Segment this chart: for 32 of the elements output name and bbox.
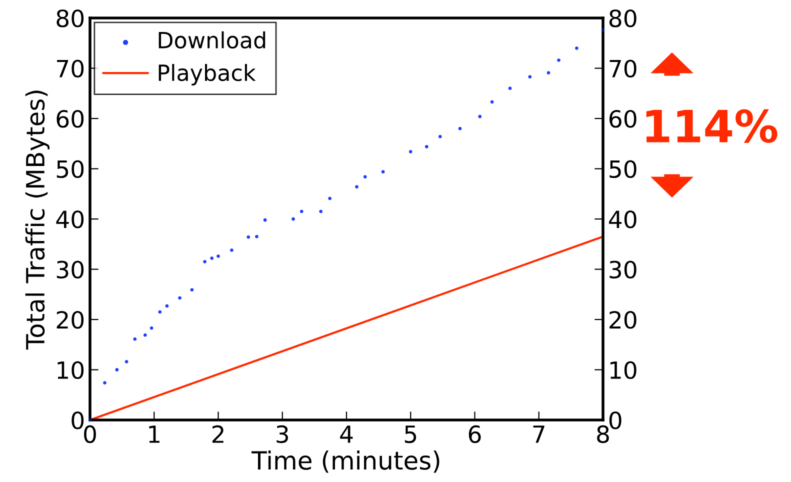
y2-tick-label: 0 (609, 411, 622, 430)
y-tick-label: 40 (56, 210, 84, 228)
y2-tick-label: 10 (610, 361, 636, 380)
y2-tick-label: 60 (610, 110, 636, 128)
y-tick-label: 20 (56, 310, 84, 329)
y-tick-label: 60 (56, 110, 84, 128)
y-tick-label: 0 (72, 411, 84, 430)
y-tick-label: 80 (56, 9, 84, 28)
x-tick-label: 2 (212, 425, 224, 443)
y2-tick-label: 30 (610, 260, 636, 279)
x-tick-label: 7 (533, 426, 544, 443)
y2-tick-label: 70 (610, 60, 636, 78)
x-axis-title: Time (minutes) (252, 450, 440, 473)
y2-tick-label: 80 (609, 9, 636, 28)
y-tick-label: 70 (57, 60, 84, 78)
x-tick-label: 6 (468, 425, 481, 444)
y-tick-label: 10 (58, 361, 84, 380)
x-tick-label: 1 (149, 426, 160, 443)
x-tick-label: 3 (276, 425, 288, 444)
x-tick-label: 8 (597, 425, 609, 444)
y-axis-title: Total Traffic (MBytes) (25, 90, 50, 350)
legend-label: Playback (158, 64, 256, 86)
y-tick-label: 30 (56, 260, 84, 279)
y2-tick-label: 20 (610, 310, 636, 329)
x-tick-label: 5 (404, 426, 416, 444)
legend-label: Download (158, 31, 266, 49)
y2-tick-label: 50 (610, 160, 636, 178)
y2-tick-label: 40 (609, 210, 636, 228)
y-tick-label: 50 (56, 160, 84, 178)
x-tick-label: 4 (340, 426, 353, 443)
text: 114% (646, 109, 778, 143)
x-tick-label: 0 (84, 425, 96, 444)
